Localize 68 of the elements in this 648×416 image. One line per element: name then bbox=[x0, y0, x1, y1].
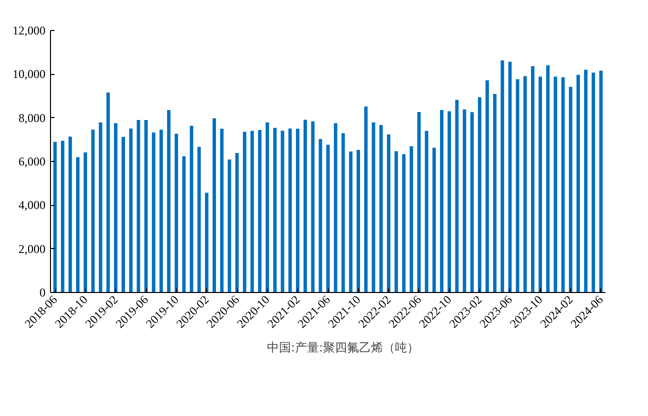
bar bbox=[258, 130, 262, 292]
bar bbox=[242, 132, 246, 292]
y-tick-label: 0 bbox=[40, 286, 46, 300]
bar bbox=[424, 130, 428, 292]
bar bbox=[341, 133, 345, 292]
bar bbox=[500, 60, 504, 292]
bar bbox=[250, 130, 254, 292]
bar bbox=[311, 121, 315, 292]
bar bbox=[356, 150, 360, 292]
bar bbox=[174, 134, 178, 292]
bar bbox=[349, 151, 352, 292]
bar bbox=[394, 151, 398, 292]
bar bbox=[470, 112, 474, 292]
bar bbox=[197, 146, 201, 292]
bar bbox=[531, 66, 534, 292]
bar bbox=[60, 140, 64, 292]
bar bbox=[410, 146, 414, 292]
bar bbox=[448, 111, 452, 292]
bar bbox=[204, 192, 208, 292]
bar bbox=[273, 128, 277, 292]
bar bbox=[304, 120, 307, 292]
bar bbox=[538, 76, 542, 292]
bar bbox=[364, 106, 368, 292]
bar bbox=[288, 128, 292, 292]
y-tick-label: 8,000 bbox=[18, 110, 46, 125]
bar bbox=[478, 97, 482, 292]
bar bbox=[523, 76, 527, 292]
y-tick-label: 10,000 bbox=[12, 67, 46, 82]
bar bbox=[106, 92, 110, 292]
bar bbox=[228, 160, 232, 292]
y-tick-label: 2,000 bbox=[18, 242, 46, 256]
bar bbox=[546, 65, 550, 292]
y-tick-label: 6,000 bbox=[18, 154, 46, 168]
bar bbox=[576, 74, 580, 292]
y-tick-label: 12,000 bbox=[12, 24, 46, 38]
bar bbox=[440, 110, 444, 292]
bar bbox=[379, 125, 383, 292]
bar bbox=[486, 80, 489, 292]
bar bbox=[122, 136, 125, 292]
bar bbox=[455, 100, 459, 292]
y-tick-label: 4,000 bbox=[18, 198, 46, 212]
bar bbox=[167, 110, 170, 292]
bar bbox=[129, 128, 133, 292]
bar bbox=[296, 128, 300, 292]
bar bbox=[152, 132, 156, 292]
bar bbox=[584, 70, 588, 292]
bar bbox=[182, 156, 186, 292]
bar bbox=[402, 154, 406, 292]
bar bbox=[53, 142, 57, 292]
bar bbox=[84, 152, 88, 292]
bar bbox=[159, 130, 163, 292]
bar bbox=[266, 122, 270, 292]
bar bbox=[76, 157, 80, 292]
bar bbox=[220, 128, 224, 292]
text: 中国:产量:聚四氟乙烯（吨） bbox=[266, 340, 420, 356]
bar bbox=[599, 70, 603, 292]
bar bbox=[212, 118, 216, 292]
bar bbox=[136, 120, 140, 292]
bar bbox=[568, 86, 572, 292]
bar bbox=[114, 123, 118, 292]
bar bbox=[516, 79, 520, 292]
bar bbox=[68, 136, 72, 292]
bar bbox=[493, 94, 497, 292]
bar bbox=[386, 134, 390, 292]
bar bbox=[334, 123, 338, 292]
bar bbox=[592, 72, 596, 292]
bar bbox=[432, 148, 436, 292]
bar bbox=[318, 139, 322, 292]
